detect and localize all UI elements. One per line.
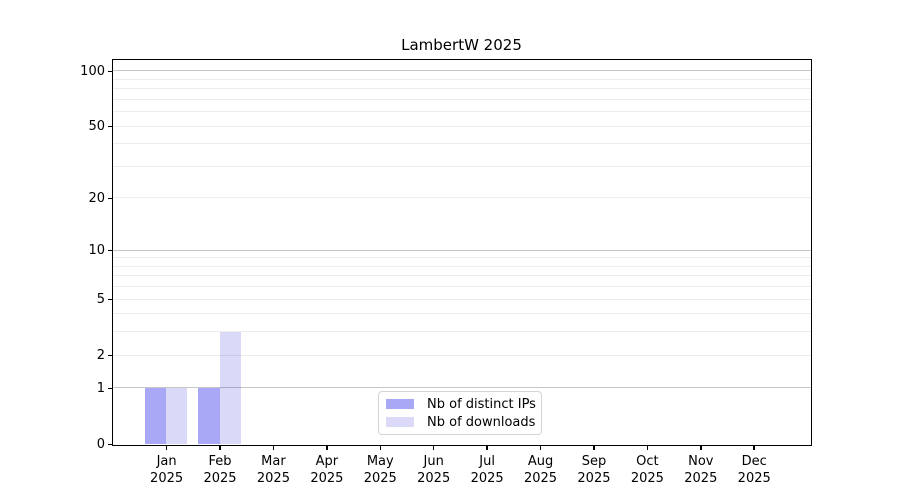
gridline-minor [112,111,811,113]
legend-swatch-distinct-ips [386,398,414,410]
gridline-minor [112,257,811,259]
gridline-minor [112,298,811,300]
x-tick-year: 2025 [737,470,771,486]
x-tick-year: 2025 [523,470,558,486]
bar-downloads [166,387,188,444]
y-tick [108,443,112,446]
x-tick-month: Apr [315,453,339,469]
x-tick [379,446,382,450]
y-tick [108,354,112,357]
gridline-minor [112,98,811,100]
bar-downloads [219,331,241,444]
gridline-minor [112,125,811,127]
x-tick-label: Mar 2025 [233,453,313,487]
x-tick [593,446,595,450]
gridline-minor [112,165,811,167]
x-tick-year: 2025 [203,470,237,486]
x-tick-label: Nov 2025 [661,453,741,487]
x-tick-label: Jun 2025 [394,453,474,487]
x-tick [326,446,328,450]
gridline-minor [112,78,811,80]
y-tick [108,197,112,200]
y-tick [108,298,112,301]
y-tick [108,249,112,252]
x-tick-year: 2025 [630,470,664,486]
gridline-minor [112,88,811,90]
legend: Nb of distinct IPs Nb of downloads [378,391,542,435]
y-tick-label: 1 [96,380,105,396]
x-tick-month: May [366,453,394,469]
chart-title: LambertW 2025 [401,36,522,54]
gridline-minor [112,354,811,356]
x-tick-label: Dec 2025 [714,453,794,487]
legend-item: Nb of downloads [386,414,541,430]
x-tick-label: Jan 2025 [127,453,207,487]
y-tick [108,125,112,128]
y-tick-label: 100 [80,63,105,79]
y-tick-label: 20 [88,190,105,206]
x-tick-month: Oct [636,453,659,469]
x-tick [753,446,755,450]
x-tick-year: 2025 [150,470,184,486]
y-tick-label: 5 [96,292,105,308]
x-tick-month: Jun [423,453,444,469]
x-tick-year: 2025 [577,470,611,486]
x-tick-year: 2025 [470,470,504,486]
gridline-major [112,387,811,389]
x-tick [272,446,275,450]
y-tick-label: 50 [88,119,105,135]
x-tick-label: Jul 2025 [447,453,527,487]
gridline-major [112,70,811,72]
x-tick [165,446,168,450]
x-tick [486,446,488,450]
gridline-minor [112,265,811,267]
gridline-minor [112,286,811,288]
x-tick [700,446,702,450]
x-tick-year: 2025 [417,470,451,486]
x-tick-year: 2025 [684,470,718,486]
x-tick [219,446,221,450]
gridline-major [112,249,811,251]
x-tick-month: Mar [261,453,286,469]
y-tick-label: 0 [96,437,105,452]
x-tick-label: Oct 2025 [607,453,687,487]
y-tick [108,70,112,73]
legend-label: Nb of distinct IPs [427,396,536,412]
y-tick-label: 10 [88,243,105,259]
bar-distinct-ips [144,387,167,444]
x-tick-month: Feb [208,453,232,469]
x-tick-label: Aug 2025 [501,453,581,487]
plot-area [111,58,812,446]
x-tick-month: Sep [581,453,607,469]
x-tick-label: Sep 2025 [554,453,634,487]
x-tick-label: Apr 2025 [287,453,367,487]
x-tick-month: Aug [527,453,554,469]
gridline-minor [112,275,811,277]
x-tick-year: 2025 [256,470,290,486]
x-tick-label: May 2025 [340,453,420,487]
x-tick-year: 2025 [363,470,397,486]
gridline-minor [112,313,811,315]
x-tick [432,446,435,450]
x-tick-month: Jul [479,453,495,469]
x-tick-month: Jan [156,453,177,469]
legend-label: Nb of downloads [427,414,536,430]
legend-item: Nb of distinct IPs [386,396,541,412]
x-tick-month: Nov [688,453,714,469]
gridline-minor [112,197,811,199]
y-tick-label: 2 [96,348,105,364]
x-tick-year: 2025 [310,470,344,486]
x-tick [539,446,542,450]
bar-distinct-ips [198,387,220,444]
x-tick-label: Feb 2025 [180,453,260,487]
x-tick [646,446,649,450]
legend-swatch-downloads [386,416,414,428]
gridline-minor [112,331,811,333]
x-tick-month: Dec [741,453,767,469]
gridline-minor [112,143,811,145]
y-tick [108,387,112,390]
